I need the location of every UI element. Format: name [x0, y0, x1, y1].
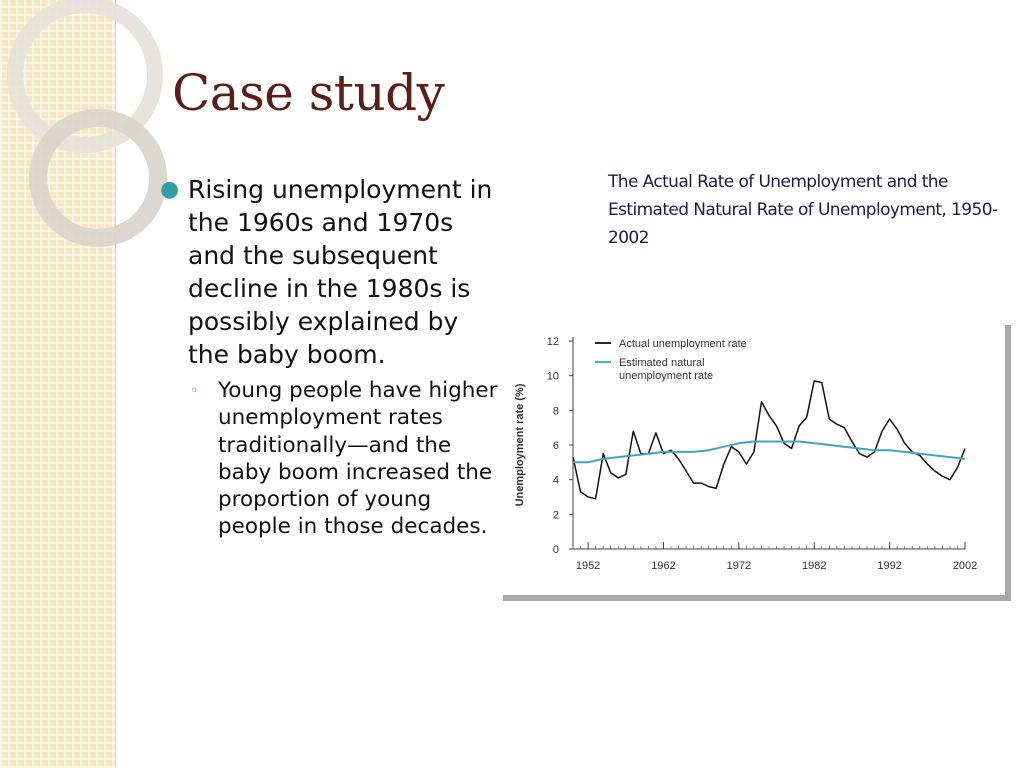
series-line-natural: [573, 440, 966, 464]
y-tick-label: 2: [553, 509, 559, 521]
y-tick-label: 4: [553, 475, 559, 487]
sub-bullet-text: Young people have higher unemployment ra…: [218, 378, 498, 540]
decorative-circles: [7, 0, 167, 247]
x-tick-label: 1992: [877, 560, 901, 572]
sub-bullet-marker-icon: ◦: [190, 383, 199, 399]
unemployment-line-chart: 1952 1962 1972 1982 1992 2002 0 2 4 6 8 10 12 Unemplo…: [514, 336, 977, 572]
y-tick-label: 0: [553, 544, 559, 556]
series-line-actual: [572, 380, 966, 500]
legend-label: Estimated natural: [619, 357, 705, 369]
x-tick-label: 1952: [576, 560, 600, 572]
y-tick-label: 6: [553, 440, 559, 452]
y-tick-label: 10: [547, 371, 559, 383]
x-tick-label: 1962: [651, 560, 675, 572]
bullet-text: Rising unemployment in the 1960s and 197…: [188, 175, 493, 369]
legend-label-continued: unemployment rate: [619, 370, 713, 382]
legend-label: Actual unemployment rate: [619, 338, 747, 350]
y-tick-label: 8: [553, 405, 559, 417]
y-axis-label: Unemployment rate (%): [514, 383, 526, 506]
x-tick-label: 1982: [802, 560, 826, 572]
y-tick-label: 12: [547, 336, 559, 348]
bullet-item: ● Rising unemployment in the 1960s and 1…: [160, 173, 500, 371]
bullet-marker-icon: ●: [160, 177, 180, 202]
chart-title: The Actual Rate of Unemployment and the …: [608, 172, 998, 248]
x-tick-label: 1972: [727, 560, 751, 572]
page-title: Case study: [172, 64, 445, 122]
chart-frame: 1952 1962 1972 1982 1992 2002 0 2 4 6 8 10 12 Unemplo…: [503, 325, 1011, 601]
sub-bullet-item: ◦ Young people have higher unemployment …: [190, 377, 500, 541]
x-tick-label: 2002: [953, 560, 977, 572]
slide-content: ● Rising unemployment in the 1960s and 1…: [160, 173, 500, 541]
